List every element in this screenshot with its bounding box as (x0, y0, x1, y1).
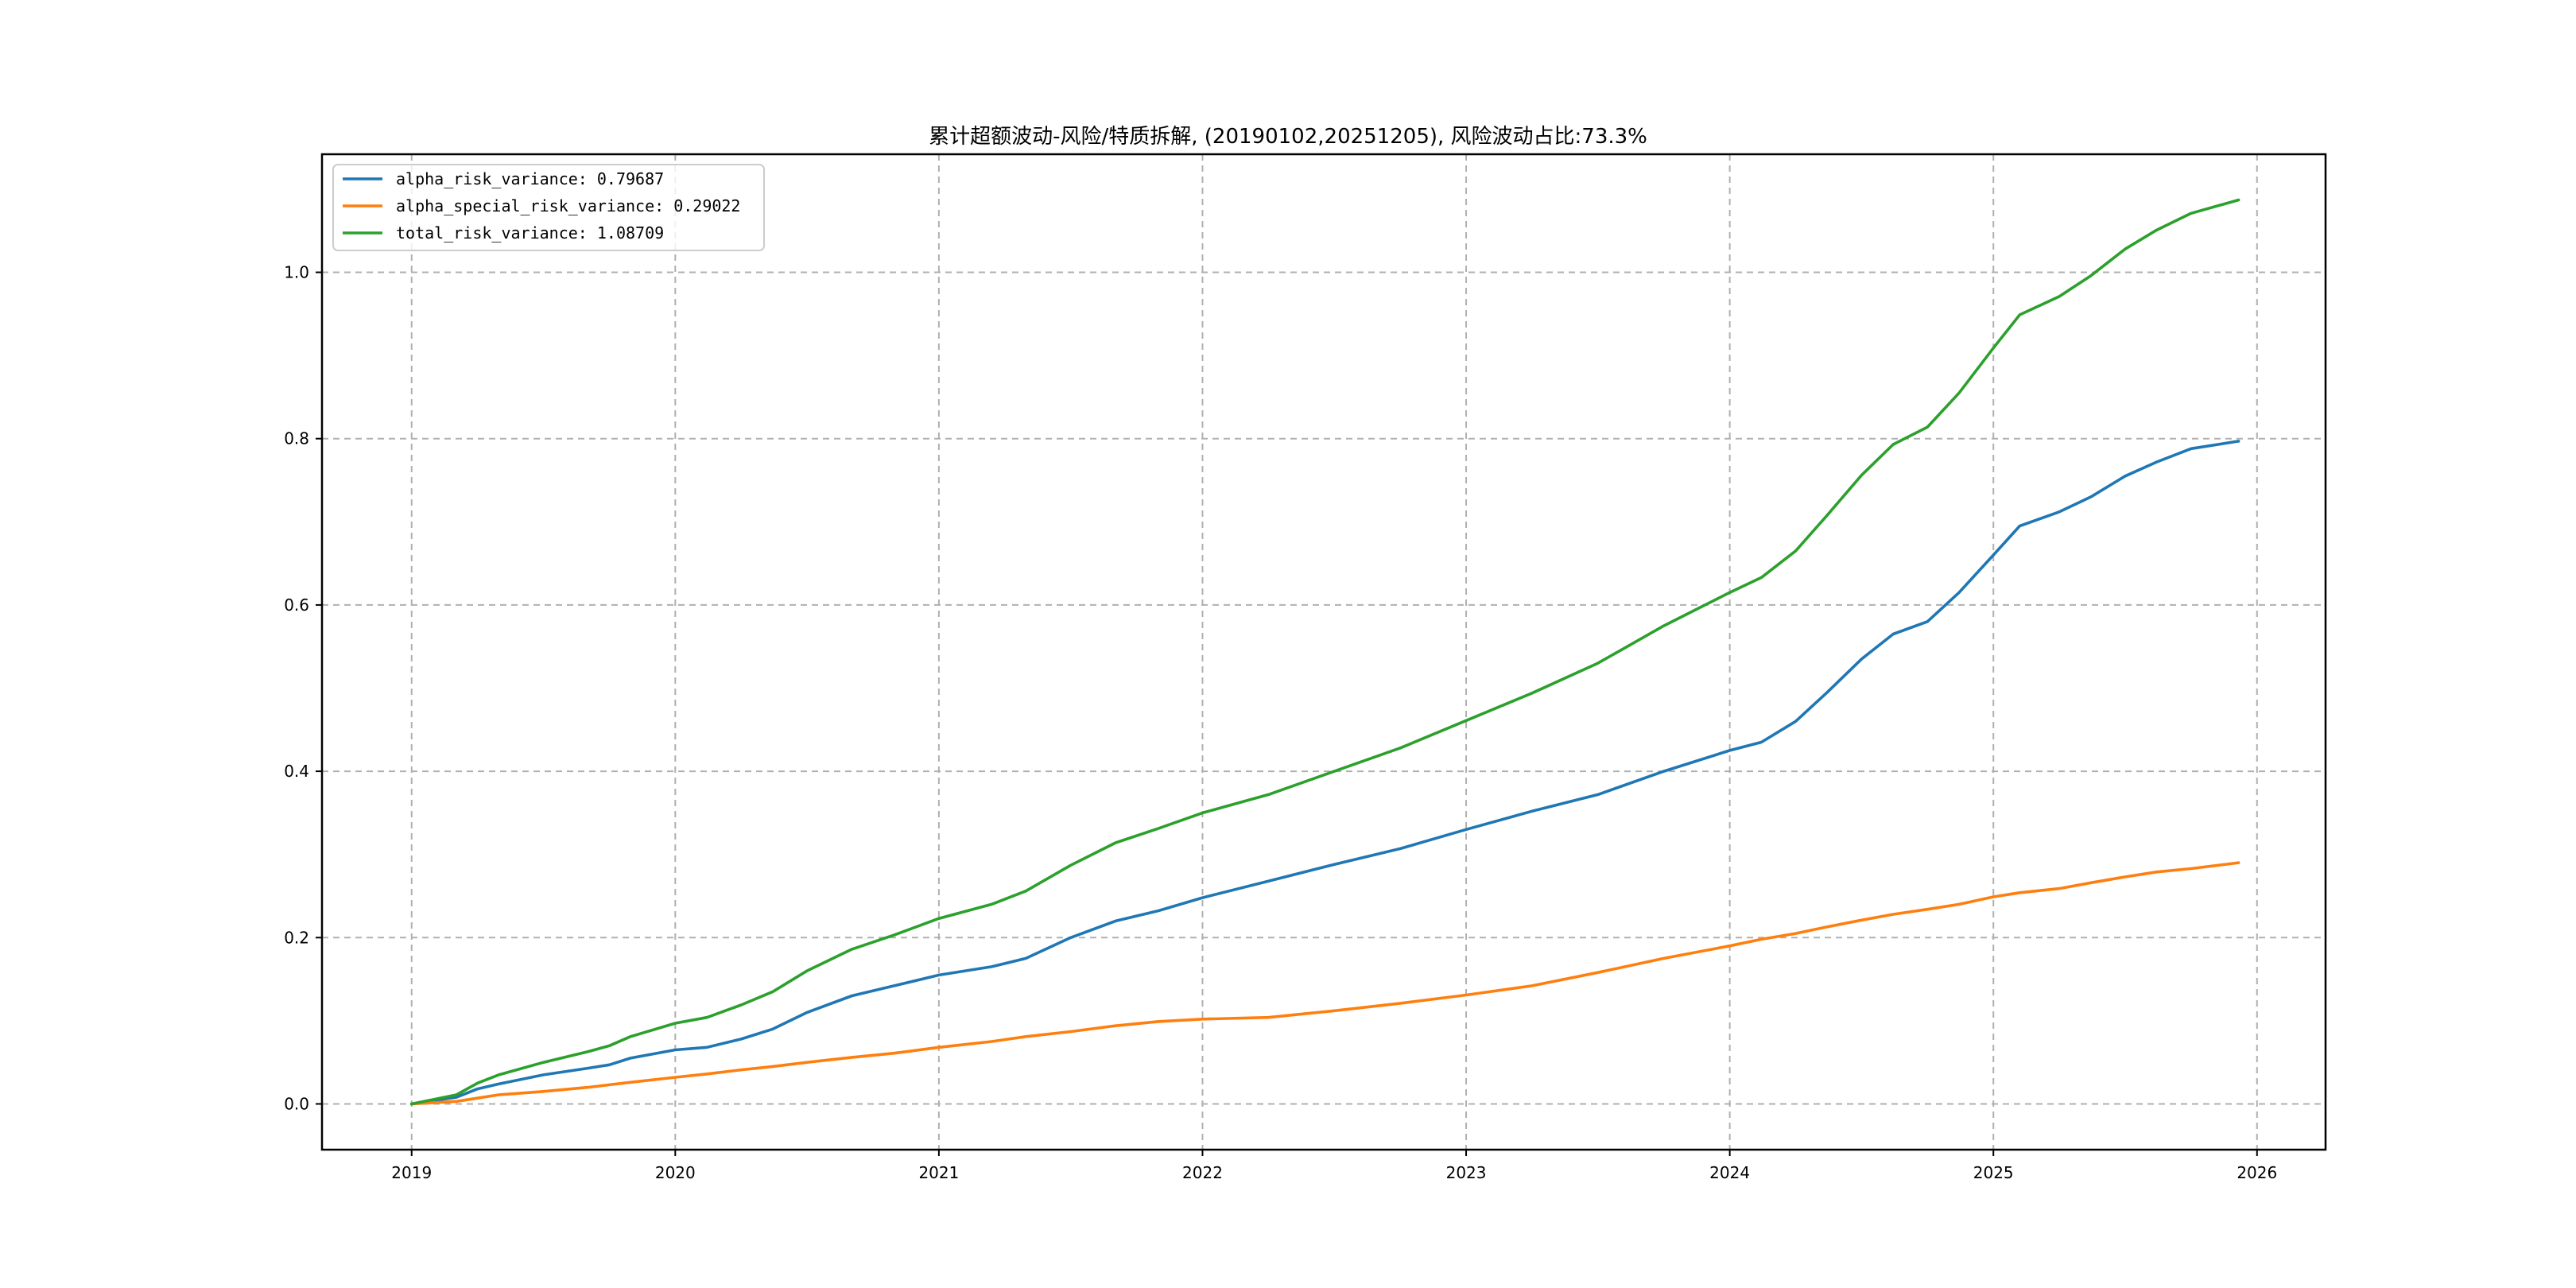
legend-entries: alpha_risk_variance: 0.79687 alpha_specia… (343, 169, 740, 242)
series-lines (409, 198, 2240, 1106)
x-tick-label-2021: 2021 (918, 1163, 959, 1182)
series-line-total_risk_variance (409, 198, 2240, 1106)
x-tick-label-2020: 2020 (655, 1163, 696, 1182)
x-axis-ticks: 2019 2020 2021 2022 2023 2024 2025 2026 (391, 1150, 2277, 1182)
grid-lines (322, 154, 2326, 1150)
y-axis-ticks: 0.0 0.2 0.4 0.6 0.8 1.0 (284, 263, 322, 1113)
x-tick-label-2024: 2024 (1709, 1163, 1750, 1182)
x-tick-label-2025: 2025 (1973, 1163, 2014, 1182)
x-tick-label-2022: 2022 (1182, 1163, 1223, 1182)
plot-frame (320, 153, 2327, 1151)
series-line-alpha_risk_variance (409, 440, 2240, 1106)
legend-box (332, 164, 765, 251)
y-tick-label-0.2: 0.2 (284, 928, 309, 947)
x-tick-label-2023: 2023 (1446, 1163, 1487, 1182)
legend: alpha_risk_variance: 0.79687 alpha_specia… (332, 164, 765, 251)
x-tick-label-2019: 2019 (391, 1163, 432, 1182)
series-line-alpha_special_risk_variance (409, 861, 2240, 1106)
y-tick-label-0.8: 0.8 (284, 429, 309, 448)
legend-label-alpha_risk_variance: alpha_risk_variance: 0.79687 (396, 169, 664, 188)
legend-label-total_risk_variance: total_risk_variance: 1.08709 (396, 223, 664, 242)
y-tick-label-0.0: 0.0 (284, 1094, 309, 1113)
x-tick-label-2026: 2026 (2237, 1163, 2277, 1182)
legend-label-alpha_special_risk_variance: alpha_special_risk_variance: 0.29022 (396, 196, 740, 215)
y-tick-label-0.6: 0.6 (284, 596, 309, 615)
y-tick-label-1.0: 1.0 (284, 263, 309, 282)
y-tick-label-0.4: 0.4 (284, 762, 309, 781)
chart-title: 累计超额波动-风险/特质拆解, (20190102,20251205), 风险波… (929, 125, 1647, 149)
